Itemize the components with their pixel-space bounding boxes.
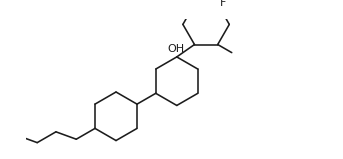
Text: OH: OH — [167, 44, 185, 54]
Text: F: F — [220, 0, 226, 8]
